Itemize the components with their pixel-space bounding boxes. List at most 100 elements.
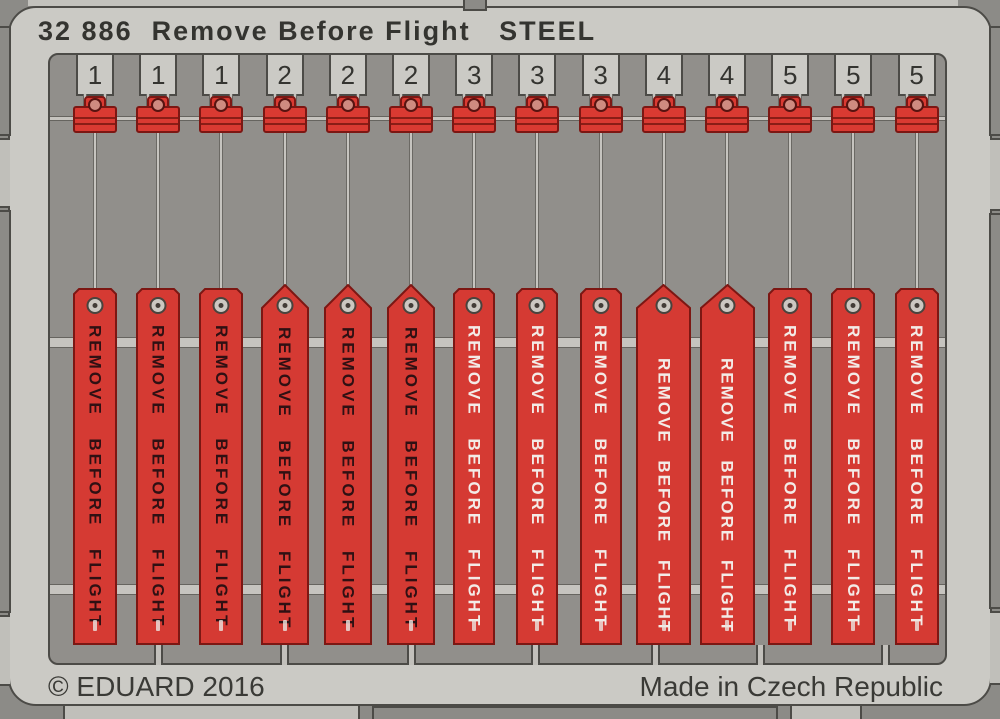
edge-cutout	[0, 26, 11, 136]
flag-thread-slot	[345, 620, 350, 631]
rbf-flag: REMOVE BEFORE FLIGHT	[136, 288, 181, 645]
tab-number: 1	[214, 60, 229, 90]
tab-number: 5	[909, 60, 924, 90]
clip-ring-icon	[783, 98, 798, 112]
rbf-flag: REMOVE BEFORE FLIGHT	[73, 288, 117, 645]
flag-thread-slot	[219, 620, 224, 631]
hanging-wire	[914, 133, 919, 307]
flag-label: REMOVE BEFORE FLIGHT	[85, 325, 105, 629]
numbered-tab: 2	[392, 55, 430, 96]
edge-cutout	[372, 706, 778, 719]
clip-ring-icon	[467, 98, 482, 112]
clip-ring-icon	[88, 98, 102, 112]
flag-thread-slot	[914, 620, 919, 631]
tab-number: 2	[277, 60, 292, 90]
hanging-wire	[598, 133, 603, 307]
hanging-wire	[156, 133, 161, 307]
rbf-flag: REMOVE BEFORE FLIGHT	[831, 288, 876, 645]
flag-thread-slot	[851, 620, 856, 631]
clip-ring-icon	[151, 98, 166, 112]
numbered-tab: 4	[708, 55, 746, 96]
flag-thread-slot	[598, 620, 603, 631]
fret-stub	[650, 645, 660, 665]
flag-thread-slot	[409, 620, 413, 631]
copyright-text: © EDUARD 2016	[48, 671, 265, 702]
top-edge-notch	[463, 0, 487, 11]
flag-label: REMOVE BEFORE FLIGHT	[780, 325, 800, 629]
flag-shape	[260, 284, 309, 645]
clip-ring-icon	[277, 98, 292, 112]
rbf-flag: REMOVE BEFORE FLIGHT	[768, 288, 813, 645]
edge-tab	[0, 138, 10, 208]
flag-grommet-icon	[655, 297, 673, 314]
numbered-tab: 2	[265, 55, 304, 96]
tab-number: 3	[466, 60, 482, 90]
flag-grommet-icon	[844, 297, 862, 314]
tab-number: 1	[150, 60, 166, 90]
tab-number: 2	[340, 60, 356, 90]
edge-cutout	[989, 213, 1000, 609]
flag-grommet-icon	[339, 297, 357, 314]
hanging-wire	[661, 133, 666, 307]
fret-stub	[406, 645, 416, 665]
flag-grommet-icon	[908, 297, 926, 314]
top-edge-strip	[28, 0, 958, 6]
clip-ring-icon	[656, 98, 671, 112]
numbered-tab: 2	[328, 55, 367, 96]
flag-shape	[323, 284, 372, 645]
numbered-tab: 4	[644, 55, 683, 96]
flag-shape	[453, 288, 496, 645]
fret-stub	[880, 645, 890, 665]
hanging-wire	[282, 133, 287, 307]
numbered-tab: 5	[771, 55, 810, 96]
flag-shape	[699, 284, 755, 645]
edge-tab	[790, 706, 862, 719]
flag-grommet-icon	[781, 297, 799, 314]
numbered-tab: 1	[139, 55, 178, 96]
rbf-flag: REMOVE BEFORE FLIGHT	[323, 284, 372, 645]
clip-ring-icon	[909, 98, 924, 112]
rbf-flag: REMOVE BEFORE FLIGHT	[453, 288, 496, 645]
edge-tab	[990, 611, 1000, 685]
flag-grommet-icon	[149, 297, 167, 314]
flag-label: REMOVE BEFORE FLIGHT	[591, 325, 611, 629]
flag-shape	[387, 284, 435, 645]
clip-ring-icon	[214, 98, 229, 112]
flag-grommet-icon	[212, 297, 230, 314]
flag-label: REMOVE BEFORE FLIGHT	[148, 325, 168, 629]
tab-number: 4	[719, 60, 735, 90]
spring-clip	[73, 106, 117, 133]
sheet-title: 32 886 Remove Before Flight STEEL	[38, 16, 597, 46]
numbered-tab: 3	[455, 55, 494, 96]
tab-number: 3	[593, 60, 608, 90]
hanging-wire	[93, 133, 97, 307]
flag-shape	[136, 288, 181, 645]
flag-grommet-icon	[528, 297, 546, 314]
flag-shape	[831, 288, 876, 645]
rbf-flag: REMOVE BEFORE FLIGHT	[199, 288, 244, 645]
hanging-wire	[725, 133, 729, 307]
hanging-wire	[219, 133, 224, 307]
flag-label: REMOVE BEFORE FLIGHT	[464, 325, 484, 629]
numbered-tab: 3	[518, 55, 557, 96]
flag-thread-slot	[93, 620, 97, 631]
flag-thread-slot	[282, 620, 287, 631]
numbered-tab: 1	[202, 55, 241, 96]
tab-number: 1	[87, 60, 103, 90]
clip-ring-icon	[720, 98, 734, 112]
rbf-flag: REMOVE BEFORE FLIGHT	[260, 284, 309, 645]
flag-thread-slot	[661, 620, 666, 631]
edge-tab	[990, 138, 1000, 211]
rbf-flag: REMOVE BEFORE FLIGHT	[387, 284, 435, 645]
flag-label: REMOVE BEFORE FLIGHT	[527, 325, 547, 629]
flag-shape	[516, 288, 559, 645]
flag-label: REMOVE BEFORE FLIGHT	[907, 325, 927, 629]
edge-tab	[63, 706, 360, 719]
flag-grommet-icon	[718, 297, 736, 314]
clip-ring-icon	[340, 98, 355, 112]
flag-shape	[73, 288, 117, 645]
flag-label: REMOVE BEFORE FLIGHT	[211, 325, 231, 629]
clip-ring-icon	[530, 98, 545, 112]
